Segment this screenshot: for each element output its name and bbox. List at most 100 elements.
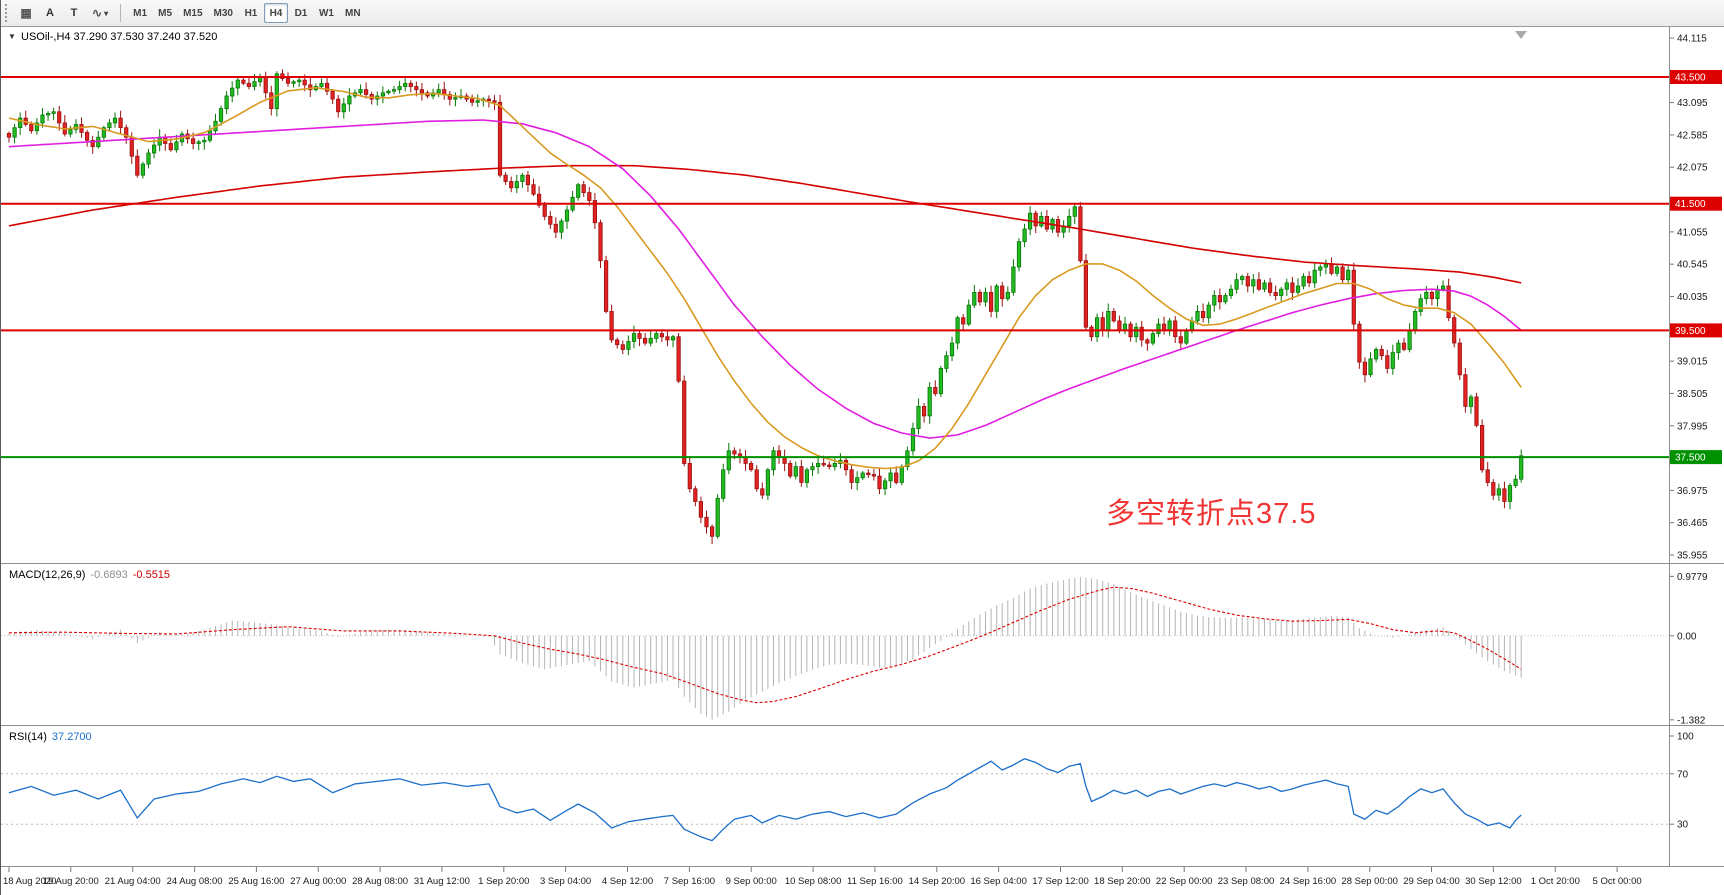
time-tick-label: 24 Sep 16:00 (1280, 876, 1337, 887)
timeframe-button-mn[interactable]: MN (344, 7, 361, 19)
time-tick-label: 30 Sep 12:00 (1465, 876, 1522, 887)
time-tick-label: 27 Aug 00:00 (290, 876, 346, 887)
time-tick-label: 22 Sep 00:00 (1156, 876, 1213, 887)
charts-grid-button[interactable]: ▦ (15, 3, 37, 23)
ma-mid-line (8, 119, 1522, 439)
price-tick-label: 43.095 (1677, 98, 1708, 109)
price-tick-label: 37.995 (1677, 421, 1708, 432)
macd-main-value: -0.6893 (90, 569, 128, 581)
price-tick-label: 40.545 (1677, 260, 1708, 271)
timeframe-button-m15[interactable]: M15 (183, 7, 203, 19)
rsi-tick-label: 70 (1677, 769, 1689, 780)
rsi-tick-label: 30 (1677, 820, 1689, 831)
time-tick-label: 3 Sep 04:00 (540, 876, 591, 887)
price-tick-label: 40.035 (1677, 292, 1708, 303)
macd-indicator-label: MACD(12,26,9) -0.6893 -0.5515 (9, 569, 170, 581)
time-tick-label: 9 Sep 00:00 (726, 876, 777, 887)
time-tick-label: 19 Aug 20:00 (43, 876, 99, 887)
price-tick-label: 42.585 (1677, 130, 1708, 141)
timeframe-button-m30[interactable]: M30 (213, 7, 233, 19)
macd-tick-label: 0.00 (1677, 631, 1697, 642)
timeframe-button-m1[interactable]: M1 (133, 7, 148, 19)
time-tick-label: 11 Sep 16:00 (847, 876, 903, 887)
price-badge-label: 37.500 (1675, 453, 1706, 464)
price-badge (1670, 70, 1722, 84)
time-tick-label: 28 Aug 08:00 (352, 876, 408, 887)
price-badge (1670, 450, 1722, 465)
price-tick-label: 41.055 (1677, 227, 1708, 238)
moving-averages (8, 86, 1522, 470)
rsi-indicator-label: RSI(14) 37.2700 (9, 731, 92, 743)
time-tick-label: 25 Aug 16:00 (228, 876, 284, 887)
time-tick-label: 4 Sep 12:00 (602, 876, 653, 887)
price-tick-label: 44.115 (1677, 34, 1707, 45)
price-badge-label: 39.500 (1675, 326, 1706, 337)
time-tick-label: 16 Sep 04:00 (970, 876, 1027, 887)
macd-pane[interactable]: 0.9779 0.00 -1.382 (1, 572, 1708, 727)
time-tick-label: 5 Oct 00:00 (1593, 876, 1642, 887)
rsi-line (8, 757, 1522, 842)
letter-a-icon: A (46, 7, 54, 19)
time-tick-label: 24 Aug 08:00 (167, 876, 223, 887)
time-tick-label: 1 Oct 20:00 (1531, 876, 1580, 887)
text-tool-icon: T (70, 7, 78, 19)
time-tick-label: 17 Sep 12:00 (1032, 876, 1089, 887)
timeframe-button-w1[interactable]: W1 (318, 7, 334, 19)
price-badge (1670, 196, 1722, 211)
macd-signal-value: -0.5515 (132, 569, 171, 581)
text-tool-button[interactable]: T (63, 3, 85, 23)
indicator-wave-icon: ∿ (92, 6, 103, 20)
rsi-value: 37.2700 (51, 731, 92, 743)
price-tick-label: 42.075 (1677, 163, 1708, 174)
timeframe-button-h4[interactable]: H4 (263, 3, 288, 23)
horizontal-lines[interactable] (1, 76, 1669, 459)
time-tick-label: 7 Sep 16:00 (664, 876, 715, 887)
pane-borders (1, 27, 1724, 867)
time-tick-label: 10 Sep 08:00 (785, 876, 842, 887)
timeframe-button-m5[interactable]: M5 (158, 7, 173, 19)
timeframe-button-d1[interactable]: D1 (294, 7, 308, 19)
time-tick-label: 31 Aug 12:00 (414, 876, 470, 887)
rsi-tick-label: 100 (1677, 732, 1694, 743)
macd-name: MACD(12,26,9) (9, 569, 86, 581)
indicator-tool-button[interactable]: ∿ ▾ (87, 3, 113, 23)
price-tick-label: 36.975 (1677, 486, 1708, 497)
price-badge-label: 43.500 (1675, 73, 1706, 84)
symbol-ohlc-info: USOil-,H4 37.290 37.530 37.240 37.520 (21, 31, 218, 43)
toolbar-separator (120, 4, 122, 22)
time-tick-label: 23 Sep 08:00 (1218, 876, 1275, 887)
candlesticks (6, 69, 1524, 545)
price-tick-label: 36.465 (1677, 518, 1708, 529)
price-badge (1670, 323, 1722, 338)
price-scale[interactable]: 44.115 43.095 42.585 42.075 41.055 40.545 40.0… (1670, 34, 1722, 562)
macd-signal-line (8, 586, 1522, 704)
time-tick-label: 1 Sep 20:00 (478, 876, 529, 887)
charts-grid-icon: ▦ (20, 6, 32, 20)
price-badge-label: 41.500 (1675, 199, 1706, 210)
rsi-name: RSI(14) (9, 731, 47, 743)
ma-slow-line (8, 164, 1522, 284)
timeframe-button-h1[interactable]: H1 (244, 7, 258, 19)
time-tick-label: 28 Sep 00:00 (1341, 876, 1398, 887)
price-tick-label: 39.015 (1677, 357, 1708, 368)
time-tick-label: 18 Aug 2020 (3, 876, 56, 887)
timeframe-toolbar: M1 M5 M15 M30 H1 H4 D1 W1 MN (128, 3, 365, 23)
price-tick-label: 38.505 (1677, 389, 1708, 400)
price-tick-label: 35.955 (1677, 551, 1708, 562)
chevron-down-icon: ▾ (104, 8, 109, 18)
chart-shift-marker (1515, 31, 1527, 39)
macd-tick-label: 0.9779 (1677, 572, 1708, 583)
toolbar: ▦ A T ∿ ▾ M1 M5 M15 M30 H1 H4 D1 W1 MN (1, 0, 1724, 27)
toolbar-drag-handle[interactable] (5, 4, 9, 22)
ma-fast-line (8, 86, 1522, 470)
macd-tick-label: -1.382 (1677, 715, 1706, 726)
one-click-trading-toggle[interactable]: ▼ (8, 32, 16, 41)
time-tick-label: 14 Sep 20:00 (909, 876, 966, 887)
time-tick-label: 21 Aug 04:00 (105, 876, 161, 887)
annotation-a-button[interactable]: A (39, 3, 61, 23)
rsi-pane[interactable]: 100 70 30 (1, 732, 1694, 842)
chart-text-annotation[interactable]: 多空转折点37.5 (1106, 498, 1317, 530)
